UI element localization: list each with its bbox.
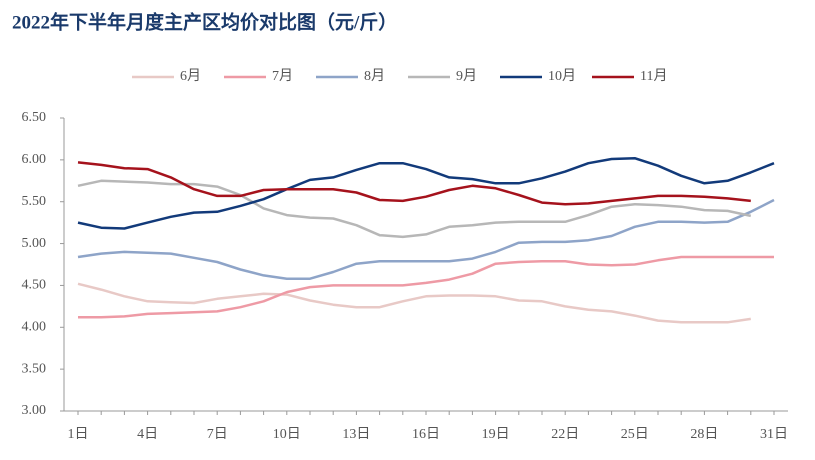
- x-tick-label: 16日: [412, 427, 440, 442]
- x-tick-label: 25日: [621, 427, 649, 442]
- line-series: [77, 198, 775, 280]
- x-tick-label: 22日: [551, 427, 579, 442]
- y-tick-label: 3.50: [22, 361, 47, 376]
- y-tick-label: 4.50: [22, 278, 47, 293]
- y-tick-label: 5.50: [22, 194, 47, 209]
- line-series: [77, 161, 751, 206]
- y-tick-label: 5.00: [22, 236, 47, 251]
- x-tick-label: 19日: [482, 427, 510, 442]
- x-tick-label: 4日: [137, 427, 158, 442]
- x-tick-label: 7日: [207, 427, 228, 442]
- y-tick-label: 3.00: [22, 403, 47, 418]
- x-tick-label: 13日: [342, 427, 370, 442]
- legend-label: 9月: [456, 68, 477, 84]
- legend-label: 8月: [364, 68, 385, 84]
- x-tick-label: 31日: [760, 427, 788, 442]
- x-tick-label: 10日: [273, 427, 301, 442]
- y-tick-label: 6.50: [22, 110, 47, 125]
- legend-label: 7月: [272, 68, 293, 84]
- legend-label: 11月: [640, 68, 667, 84]
- line-series: [77, 179, 752, 239]
- y-tick-label: 4.00: [22, 320, 47, 335]
- chart-title: 2022年下半年月度主产区均价对比图（元/斤）: [12, 10, 397, 33]
- line-series: [77, 156, 775, 230]
- x-tick-label: 28日: [690, 427, 718, 442]
- y-tick-label: 6.00: [22, 152, 47, 167]
- legend-label: 10月: [548, 68, 576, 84]
- legend-label: 6月: [180, 68, 201, 84]
- line-series: [78, 255, 774, 319]
- line-series: [77, 282, 751, 324]
- x-tick-label: 1日: [68, 427, 89, 442]
